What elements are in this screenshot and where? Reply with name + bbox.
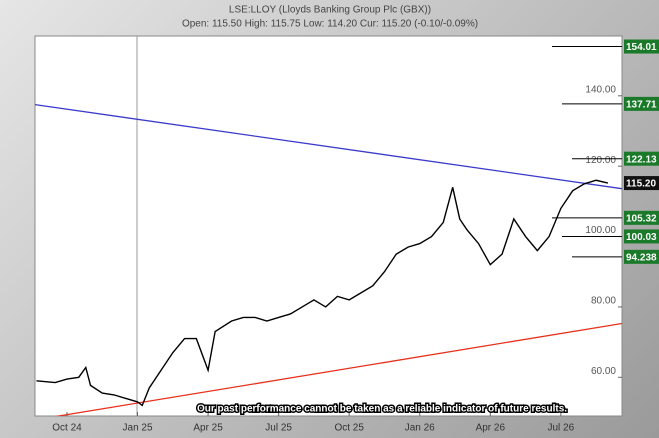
y-tick-label: 120.00 <box>585 155 616 166</box>
level-label: 105.32 <box>626 213 657 224</box>
level-box <box>624 210 659 225</box>
trend-line <box>35 103 622 190</box>
current-box <box>624 176 659 191</box>
y-tick-label: 80.00 <box>591 296 616 307</box>
plot-area <box>34 35 623 417</box>
level-label: 122.13 <box>626 154 657 165</box>
level-box <box>624 229 659 244</box>
trend-line <box>54 322 622 416</box>
y-tick-label: 60.00 <box>591 366 616 377</box>
price-line <box>36 179 609 407</box>
x-tick-label: Jan 26 <box>405 423 435 434</box>
level-label: 137.71 <box>626 100 657 111</box>
y-tick-label: 140.00 <box>585 84 616 95</box>
x-tick-label: Apr 25 <box>193 423 223 434</box>
x-tick-label: Jan 25 <box>123 423 153 434</box>
chart-title: LSE:LLOY (Lloyds Banking Group Plc (GBX)… <box>229 5 431 16</box>
x-tick-label: Oct 25 <box>334 423 364 434</box>
x-tick-label: Jul 25 <box>265 423 292 434</box>
x-tick-label: Jul 26 <box>548 423 575 434</box>
level-box <box>624 96 659 111</box>
y-tick-label: 100.00 <box>585 225 616 236</box>
chart-subtitle: Open: 115.50 High: 115.75 Low: 114.20 Cu… <box>182 19 478 30</box>
level-box <box>624 39 659 54</box>
level-label: 154.01 <box>626 42 657 53</box>
level-box <box>624 249 659 264</box>
x-tick-label: Oct 24 <box>52 423 82 434</box>
disclaimer: Our past performance cannot be taken as … <box>197 404 567 415</box>
level-label: 94.238 <box>626 252 657 263</box>
x-tick-label: Apr 26 <box>476 423 506 434</box>
current-label: 115.20 <box>626 179 656 190</box>
level-box <box>624 151 659 166</box>
level-label: 100.03 <box>626 232 657 243</box>
